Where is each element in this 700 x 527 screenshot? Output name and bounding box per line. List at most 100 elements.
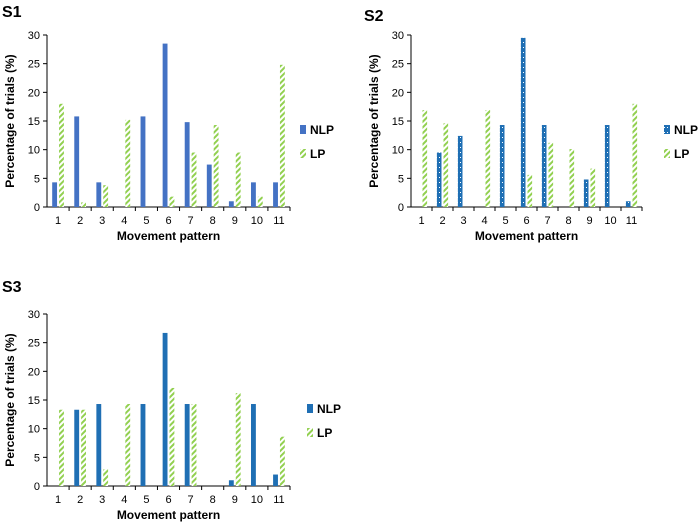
x-tick-label: 10 (251, 215, 263, 227)
legend-label-lp: LP (310, 147, 325, 161)
x-tick-label: 2 (77, 215, 83, 227)
x-tick-label: 1 (55, 494, 61, 506)
x-tick-label: 4 (481, 215, 487, 227)
x-tick-label: 11 (273, 215, 284, 227)
y-tick-label: 20 (28, 366, 40, 378)
x-axis-title: Movement pattern (117, 508, 220, 522)
y-tick-label: 0 (34, 202, 40, 214)
x-tick-label: 6 (165, 215, 171, 227)
bar-lp (169, 387, 175, 486)
bar-lp (527, 174, 533, 207)
bar-nlp (251, 404, 256, 486)
y-tick-label: 10 (28, 145, 40, 157)
x-tick-label: 10 (604, 215, 616, 227)
panel-label: S1 (2, 4, 22, 21)
legend-label-nlp: NLP (674, 123, 698, 137)
x-tick-label: 2 (439, 215, 445, 227)
bar-nlp (162, 43, 168, 207)
legend-label-nlp: NLP (310, 123, 334, 137)
x-tick-label: 4 (121, 215, 127, 227)
bar-lp (279, 64, 285, 208)
legend: NLP LP (300, 123, 334, 161)
bar-lp (632, 103, 638, 207)
x-tick-label: 5 (502, 215, 508, 227)
bar-nlp (228, 201, 234, 207)
x-tick-label: 6 (523, 215, 529, 227)
legend-swatch-lp (307, 428, 313, 437)
bar-nlp (273, 474, 278, 486)
x-axis-title: Movement pattern (475, 229, 578, 243)
panel-label: S2 (364, 8, 384, 25)
legend-swatch-nlp (307, 404, 313, 413)
bar-nlp (162, 332, 168, 486)
bar-lp (81, 409, 86, 486)
bar-nlp (625, 201, 631, 207)
x-tick-label: 3 (99, 215, 105, 227)
x-axis-title: Movement pattern (117, 229, 220, 243)
bar-lp (257, 196, 263, 207)
bar-nlp (436, 152, 442, 207)
x-tick-label: 5 (143, 215, 149, 227)
x-tick-label: 9 (586, 215, 592, 227)
bar-lp (590, 168, 596, 207)
y-tick-label: 20 (392, 87, 404, 99)
bar-lp (569, 149, 575, 207)
y-tick-label: 30 (392, 30, 404, 42)
x-tick-label: 9 (232, 215, 238, 227)
y-tick-label: 30 (28, 309, 40, 321)
bar-lp (125, 119, 131, 207)
y-tick-label: 0 (398, 202, 404, 214)
bar-nlp (52, 182, 58, 207)
bar-lp (125, 404, 131, 486)
bar-lp (213, 125, 219, 207)
legend: NLP LP (664, 123, 698, 161)
y-tick-label: 25 (392, 59, 404, 71)
y-tick-label: 10 (392, 145, 404, 157)
legend-swatch-lp (664, 149, 670, 158)
bar-nlp (206, 164, 212, 207)
x-tick-label: 1 (418, 215, 424, 227)
bar-nlp (541, 125, 547, 207)
x-tick-label: 3 (99, 494, 105, 506)
x-tick-label: 11 (273, 494, 284, 506)
legend: NLP LP (307, 402, 341, 440)
y-tick-label: 5 (34, 173, 40, 185)
bar-lp (235, 393, 241, 486)
x-tick-label: 7 (188, 215, 194, 227)
bar-lp (59, 409, 64, 486)
bar-lp (103, 469, 109, 486)
y-axis-title: Percentage of trials (%) (3, 54, 17, 187)
y-tick-label: 15 (392, 116, 404, 128)
bar-nlp (96, 404, 102, 486)
y-tick-label: 25 (28, 338, 40, 350)
legend-label-lp: LP (317, 426, 332, 440)
bar-lp (422, 110, 428, 207)
y-tick-label: 0 (34, 481, 40, 493)
x-tick-label: 3 (460, 215, 466, 227)
x-tick-label: 11 (626, 215, 637, 227)
y-tick-label: 5 (398, 173, 404, 185)
bar-nlp (96, 182, 102, 207)
x-tick-label: 1 (55, 215, 61, 227)
x-tick-label: 9 (232, 494, 238, 506)
bar-lp (59, 103, 64, 207)
bar-lp (485, 110, 491, 207)
bar-nlp (184, 404, 190, 486)
x-tick-label: 8 (565, 215, 571, 227)
x-tick-label: 8 (210, 215, 216, 227)
legend-swatch-lp (300, 149, 306, 158)
bar-nlp (184, 122, 190, 207)
bar-nlp (604, 125, 610, 207)
bar-nlp (74, 116, 80, 207)
x-tick-label: 2 (77, 494, 83, 506)
bar-lp (169, 196, 175, 207)
legend-swatch-nlp (664, 125, 670, 134)
x-tick-label: 7 (544, 215, 550, 227)
bar-lp (191, 404, 197, 486)
bar-nlp (457, 135, 463, 207)
bar-nlp (583, 179, 589, 207)
bar-nlp (520, 37, 526, 207)
